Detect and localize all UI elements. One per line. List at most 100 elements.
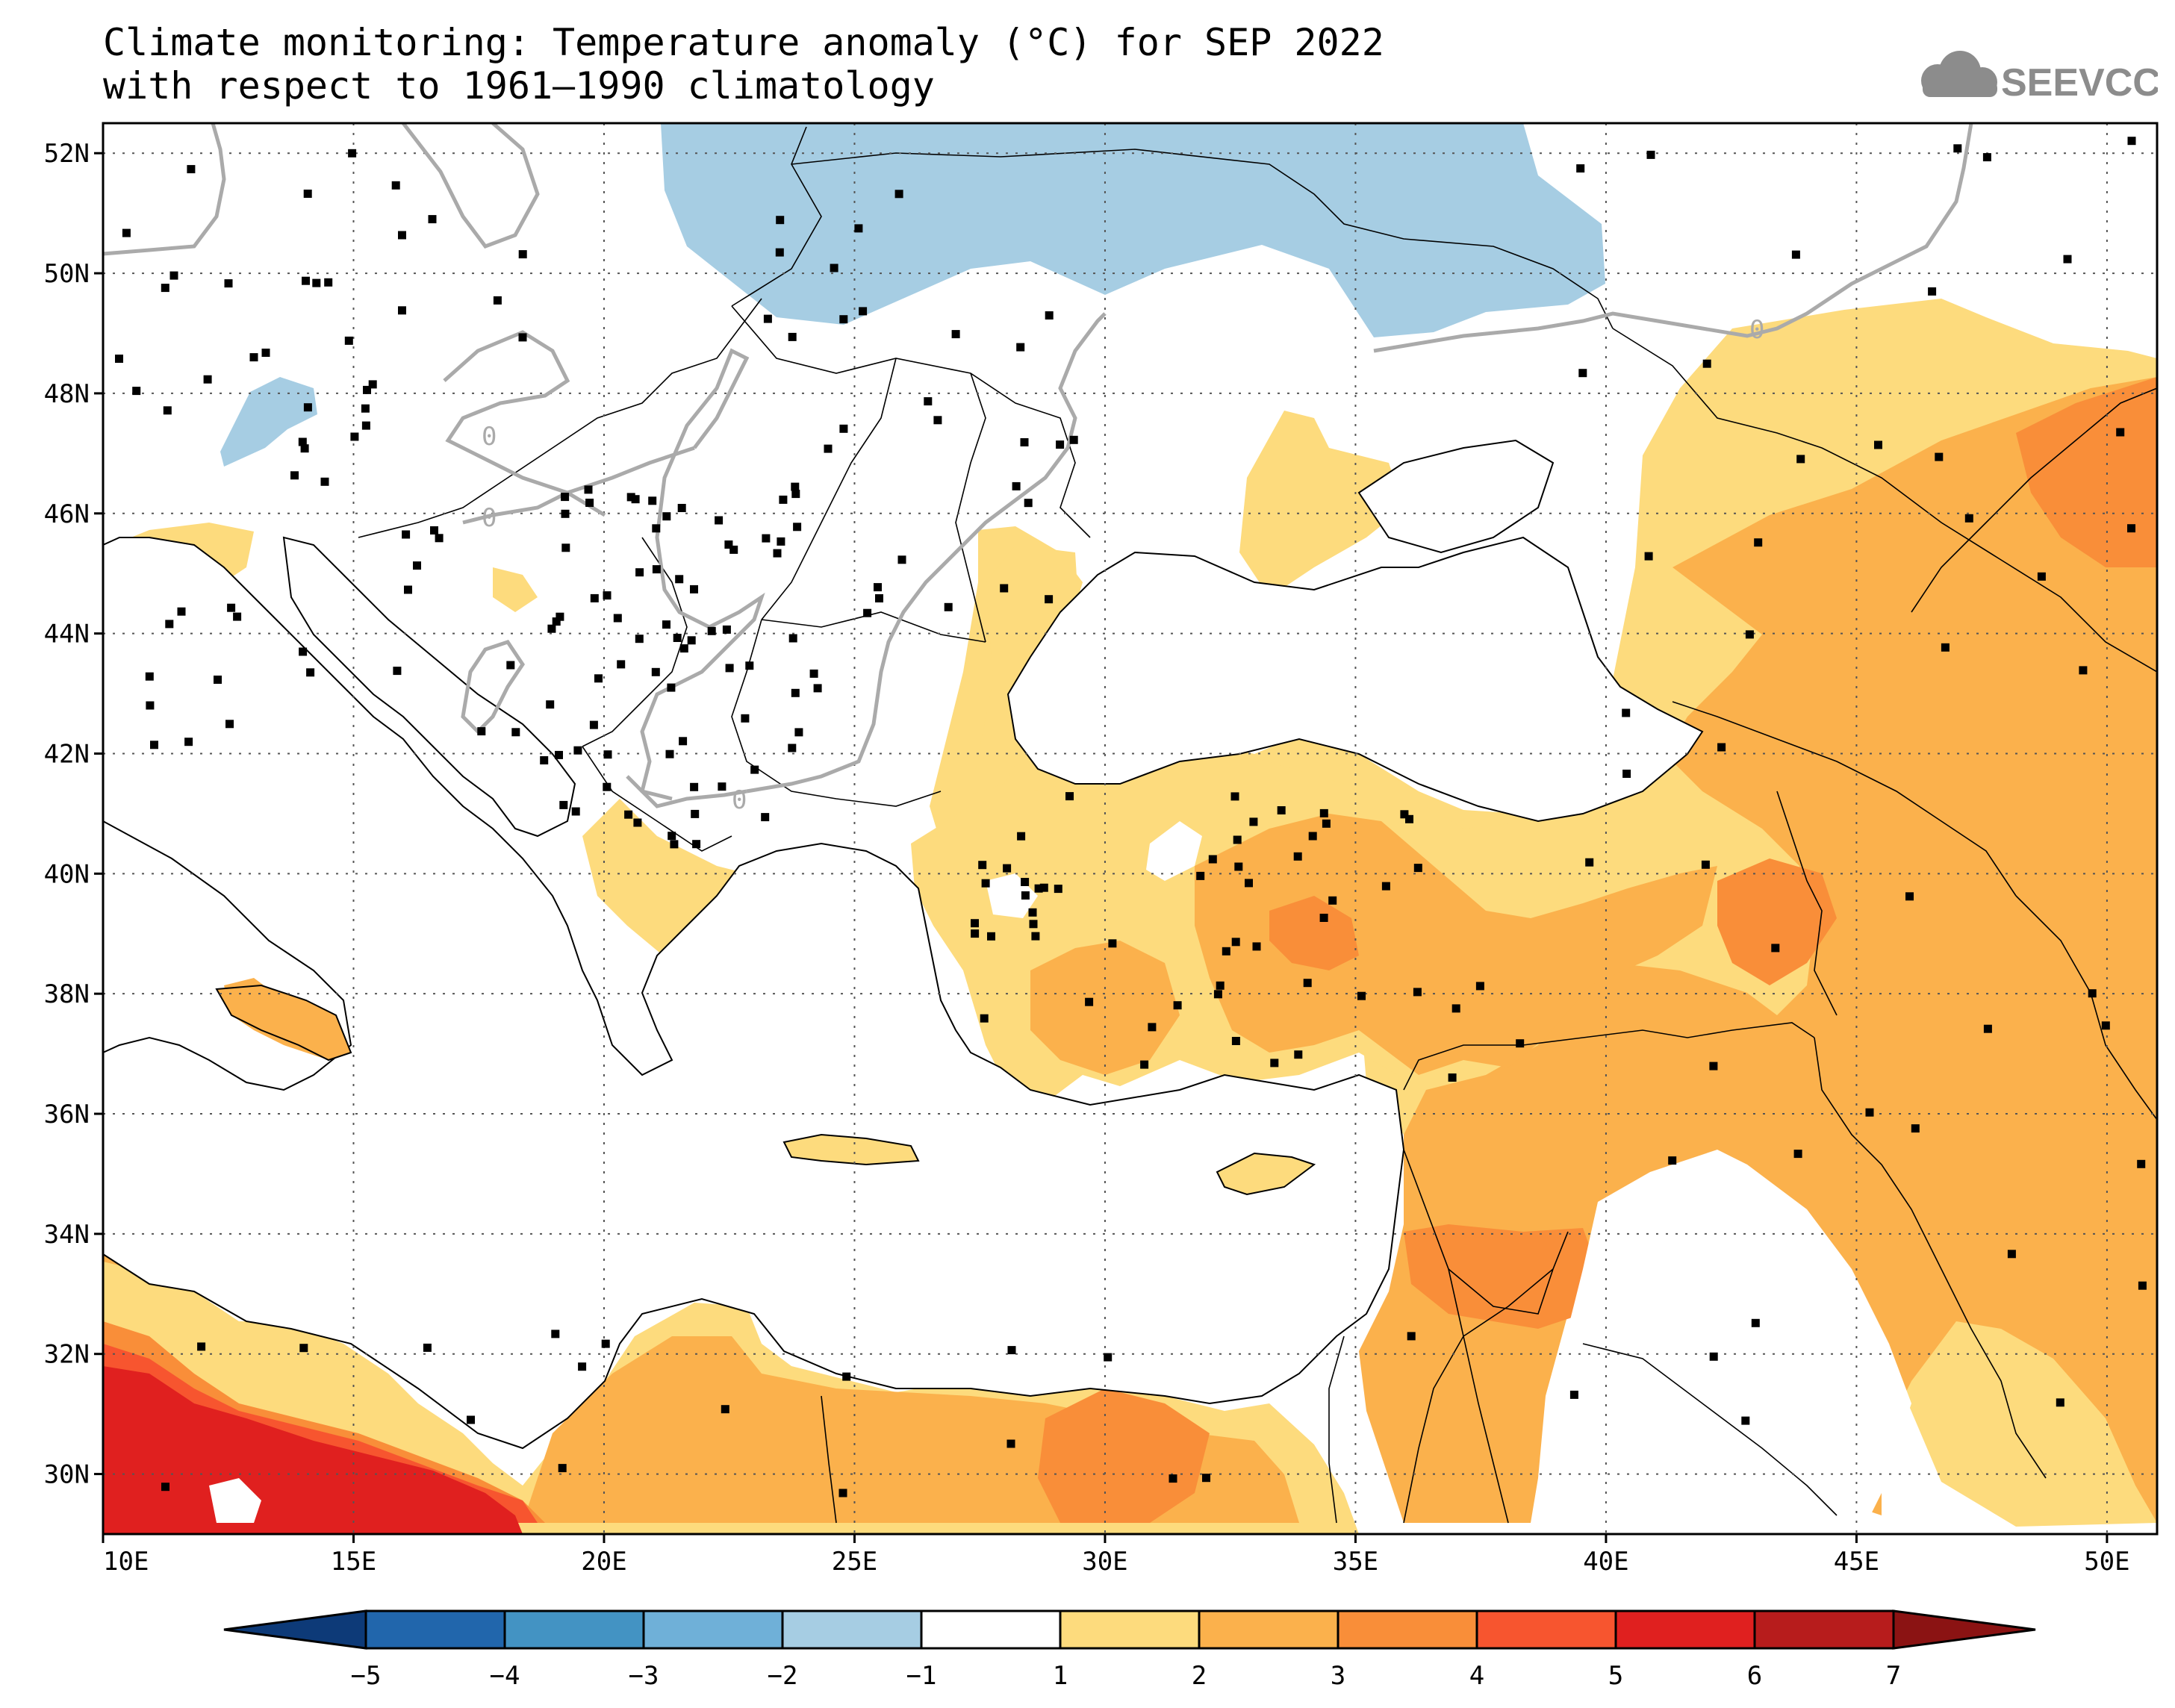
station-marker bbox=[788, 332, 797, 341]
station-marker bbox=[2138, 1281, 2147, 1290]
station-marker bbox=[361, 421, 370, 430]
station-marker bbox=[677, 504, 686, 512]
station-marker bbox=[506, 661, 515, 670]
station-marker bbox=[261, 349, 270, 357]
anomaly-area-5to6 bbox=[103, 1366, 523, 1534]
station-marker bbox=[225, 720, 234, 729]
anomaly-area-near-zero bbox=[1568, 1150, 1911, 1523]
station-marker bbox=[933, 416, 942, 425]
cloud-icon bbox=[1921, 51, 1997, 97]
station-marker bbox=[1400, 810, 1409, 819]
station-marker bbox=[707, 626, 716, 635]
station-marker bbox=[668, 832, 676, 841]
station-marker bbox=[1751, 1318, 1760, 1327]
station-marker bbox=[1169, 1474, 1177, 1483]
zero-contours bbox=[103, 123, 1973, 808]
station-marker bbox=[1231, 938, 1240, 947]
station-marker bbox=[1983, 1024, 1992, 1033]
station-marker bbox=[306, 668, 315, 677]
station-marker bbox=[1085, 997, 1094, 1006]
station-marker bbox=[971, 929, 980, 938]
station-marker bbox=[1405, 814, 1413, 823]
station-marker bbox=[299, 1344, 308, 1353]
station-marker bbox=[1953, 144, 1962, 153]
longitude-label: 50E bbox=[2084, 1547, 2129, 1577]
station-marker bbox=[762, 534, 771, 543]
longitude-label: 30E bbox=[1082, 1547, 1127, 1577]
longitude-label: 15E bbox=[331, 1547, 376, 1577]
station-markers bbox=[115, 137, 2147, 1497]
station-marker bbox=[430, 526, 438, 534]
station-marker bbox=[1413, 864, 1422, 873]
anomaly-area-negative bbox=[220, 377, 317, 467]
station-marker bbox=[518, 250, 527, 259]
station-marker bbox=[763, 314, 772, 323]
station-marker bbox=[745, 661, 754, 670]
station-marker bbox=[603, 782, 612, 791]
station-marker bbox=[2037, 572, 2046, 581]
station-marker bbox=[1007, 1346, 1016, 1355]
station-marker bbox=[1202, 1474, 1210, 1483]
station-marker bbox=[691, 809, 700, 818]
station-marker bbox=[1196, 871, 1205, 880]
station-marker bbox=[1413, 988, 1422, 997]
station-marker bbox=[2101, 1021, 2110, 1030]
station-marker bbox=[1233, 835, 1242, 844]
station-marker bbox=[1249, 817, 1258, 826]
sea-of-azov bbox=[1357, 439, 1555, 554]
station-marker bbox=[1213, 990, 1222, 999]
contour-label: 0 bbox=[1749, 315, 1764, 345]
station-marker bbox=[197, 1342, 206, 1351]
station-marker bbox=[1576, 164, 1585, 173]
station-marker bbox=[214, 676, 222, 684]
station-marker bbox=[290, 471, 299, 480]
station-marker bbox=[303, 190, 312, 198]
longitude-label: 20E bbox=[581, 1547, 626, 1577]
station-marker bbox=[398, 306, 406, 315]
station-marker bbox=[184, 738, 193, 747]
station-marker bbox=[1928, 287, 1937, 296]
station-marker bbox=[854, 224, 863, 233]
station-marker bbox=[391, 181, 400, 190]
station-marker bbox=[1793, 1150, 1802, 1159]
station-marker bbox=[679, 737, 688, 746]
station-marker bbox=[1252, 942, 1261, 951]
station-marker bbox=[863, 608, 872, 617]
station-marker bbox=[1982, 153, 1991, 162]
station-marker bbox=[1451, 1004, 1460, 1013]
station-marker bbox=[1028, 908, 1037, 917]
station-marker bbox=[552, 617, 561, 626]
station-marker bbox=[1000, 584, 1009, 593]
station-marker bbox=[435, 534, 444, 543]
contour-label: 0 bbox=[482, 422, 497, 452]
station-marker bbox=[589, 720, 598, 729]
station-marker bbox=[690, 782, 699, 791]
station-marker bbox=[1056, 440, 1065, 449]
station-marker bbox=[300, 444, 309, 453]
station-marker bbox=[1646, 150, 1655, 159]
station-marker bbox=[547, 624, 556, 633]
station-marker bbox=[987, 932, 995, 941]
station-marker bbox=[404, 585, 412, 594]
station-marker bbox=[1222, 947, 1230, 956]
logo-text: SEEVCCC bbox=[2001, 61, 2158, 105]
chart-title: Climate monitoring: Temperature anomaly … bbox=[103, 21, 1384, 107]
station-marker bbox=[715, 516, 724, 525]
station-marker bbox=[1006, 1439, 1015, 1448]
station-marker bbox=[741, 714, 750, 723]
station-marker bbox=[1741, 1416, 1750, 1425]
station-marker bbox=[776, 216, 785, 225]
station-marker bbox=[662, 512, 671, 521]
station-marker bbox=[1754, 538, 1763, 547]
station-marker bbox=[791, 688, 800, 697]
station-marker bbox=[368, 380, 377, 389]
station-marker bbox=[1516, 1039, 1525, 1048]
station-marker bbox=[1865, 1108, 1874, 1117]
station-marker bbox=[1277, 806, 1286, 814]
station-marker bbox=[675, 575, 684, 584]
station-marker bbox=[1569, 1390, 1578, 1399]
station-marker bbox=[132, 387, 141, 396]
station-marker bbox=[1644, 552, 1653, 561]
station-marker bbox=[561, 509, 570, 518]
